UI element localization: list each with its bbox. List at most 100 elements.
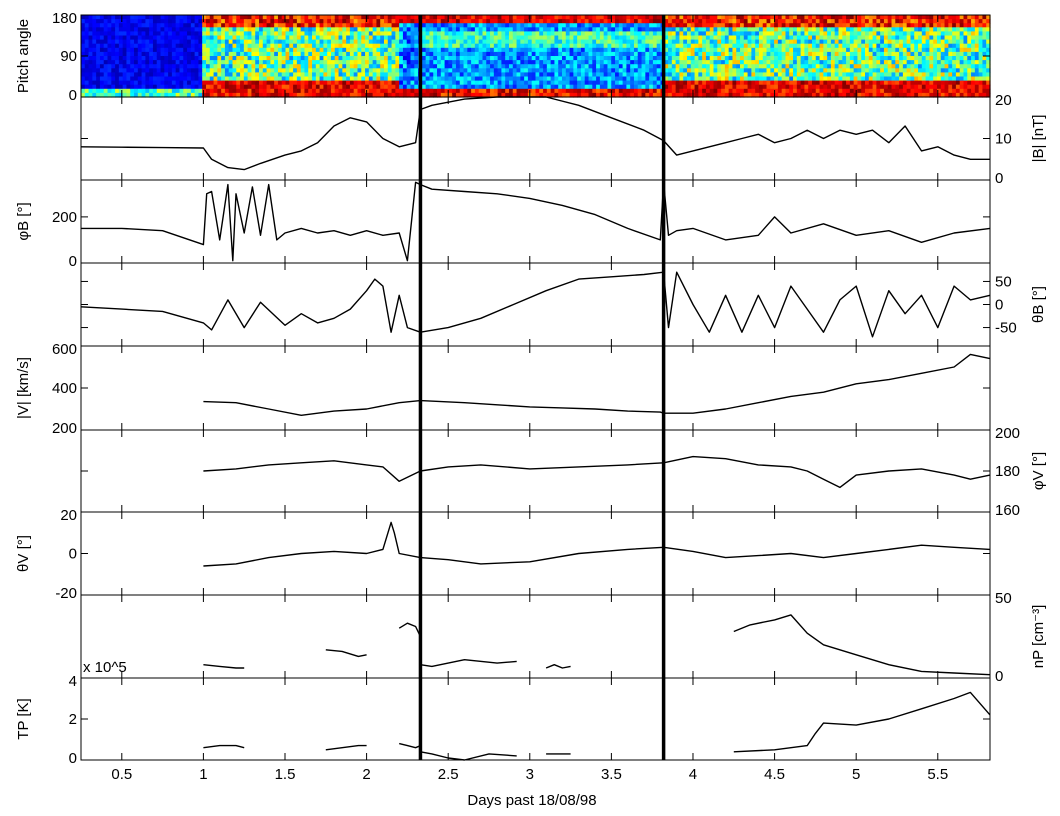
spectrogram-cell xyxy=(255,27,259,32)
spectrogram-cell xyxy=(861,77,865,82)
spectrogram-cell xyxy=(490,81,494,86)
spectrogram-cell xyxy=(638,19,642,24)
spectrogram-cell xyxy=(214,23,218,28)
spectrogram-cell xyxy=(963,19,967,24)
spectrogram-cell xyxy=(740,23,744,28)
spectrogram-cell xyxy=(558,48,562,53)
spectrogram-cell xyxy=(157,72,161,77)
spectrogram-cell xyxy=(899,81,903,86)
spectrogram-cell xyxy=(615,15,619,20)
spectrogram-cell xyxy=(748,23,752,28)
spectrogram-cell xyxy=(206,40,210,45)
spectrogram-cell xyxy=(869,31,873,36)
spectrogram-cell xyxy=(922,56,926,61)
spectrogram-cell xyxy=(183,60,187,65)
spectrogram-cell xyxy=(282,52,286,57)
spectrogram-cell xyxy=(979,40,983,45)
spectrogram-cell xyxy=(892,40,896,45)
spectrogram-cell xyxy=(384,56,388,61)
spectrogram-cell xyxy=(501,68,505,73)
spectrogram-cell xyxy=(945,81,949,86)
spectrogram-cell xyxy=(195,23,199,28)
spectrogram-cell xyxy=(85,60,89,65)
spectrogram-cell xyxy=(740,19,744,24)
spectrogram-cell xyxy=(876,15,880,20)
spectrogram-cell xyxy=(187,72,191,77)
spectrogram-cell xyxy=(706,44,710,49)
spectrogram-cell xyxy=(172,15,176,20)
spectrogram-cell xyxy=(566,31,570,36)
spectrogram-cell xyxy=(195,31,199,36)
spectrogram-cell xyxy=(482,81,486,86)
spectrogram-cell xyxy=(119,48,123,53)
spectrogram-cell xyxy=(558,23,562,28)
spectrogram-cell xyxy=(929,72,933,77)
spectrogram-cell xyxy=(623,60,627,65)
spectrogram-cell xyxy=(657,72,661,77)
spectrogram-cell xyxy=(910,52,914,57)
spectrogram-cell xyxy=(672,19,676,24)
spectrogram-cell xyxy=(774,40,778,45)
spectrogram-cell xyxy=(81,60,85,65)
spectrogram-cell xyxy=(505,31,509,36)
spectrogram-cell xyxy=(604,44,608,49)
spectrogram-cell xyxy=(217,44,221,49)
spectrogram-cell xyxy=(149,19,153,24)
spectrogram-cell xyxy=(543,36,547,41)
spectrogram-cell xyxy=(221,23,225,28)
spectrogram-cell xyxy=(323,31,327,36)
spectrogram-cell xyxy=(414,52,418,57)
spectrogram-cell xyxy=(229,19,233,24)
spectrogram-cell xyxy=(335,77,339,82)
spectrogram-cell xyxy=(854,68,858,73)
spectrogram-cell xyxy=(475,19,479,24)
spectrogram-cell xyxy=(513,31,517,36)
spectrogram-cell xyxy=(676,31,680,36)
spectrogram-cell xyxy=(524,85,528,90)
spectrogram-cell xyxy=(217,77,221,82)
spectrogram-cell xyxy=(312,23,316,28)
spectrogram-cell xyxy=(960,89,964,94)
spectrogram-cell xyxy=(710,31,714,36)
spectrogram-cell xyxy=(770,52,774,57)
spectrogram-cell xyxy=(395,23,399,28)
spectrogram-cell xyxy=(293,40,297,45)
spectrogram-cell xyxy=(297,85,301,90)
spectrogram-cell xyxy=(979,77,983,82)
spectrogram-cell xyxy=(604,48,608,53)
spectrogram-cell xyxy=(668,60,672,65)
spectrogram-cell xyxy=(971,52,975,57)
spectrogram-cell xyxy=(471,72,475,77)
spectrogram-cell xyxy=(452,23,456,28)
spectrogram-cell xyxy=(183,85,187,90)
spectrogram-cell xyxy=(100,27,104,32)
spectrogram-cell xyxy=(573,44,577,49)
spectrogram-cell xyxy=(714,31,718,36)
spectrogram-cell xyxy=(441,81,445,86)
spectrogram-cell xyxy=(482,85,486,90)
spectrogram-cell xyxy=(289,81,293,86)
spectrogram-cell xyxy=(85,19,89,24)
spectrogram-cell xyxy=(573,36,577,41)
spectrogram-cell xyxy=(422,64,426,69)
spectrogram-cell xyxy=(835,77,839,82)
spectrogram-cell xyxy=(982,56,986,61)
spectrogram-cell xyxy=(778,31,782,36)
spectrogram-cell xyxy=(422,15,426,20)
spectrogram-cell xyxy=(179,31,183,36)
spectrogram-cell xyxy=(312,60,316,65)
spectrogram-cell xyxy=(475,60,479,65)
spectrogram-cell xyxy=(221,68,225,73)
spectrogram-cell xyxy=(672,68,676,73)
spectrogram-cell xyxy=(172,77,176,82)
spectrogram-cell xyxy=(111,31,115,36)
spectrogram-cell xyxy=(335,31,339,36)
spectrogram-cell xyxy=(100,52,104,57)
spectrogram-cell xyxy=(433,85,437,90)
spectrogram-cell xyxy=(551,68,555,73)
spectrogram-cell xyxy=(854,48,858,53)
spectrogram-cell xyxy=(892,56,896,61)
spectrogram-cell xyxy=(403,48,407,53)
spectrogram-cell xyxy=(380,85,384,90)
spectrogram-cell xyxy=(899,77,903,82)
